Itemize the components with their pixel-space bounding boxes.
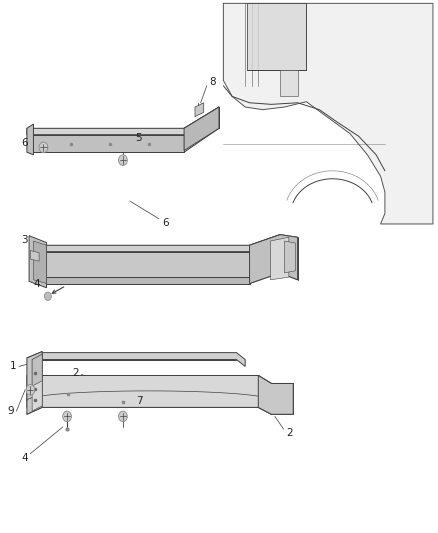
Circle shape: [63, 411, 71, 422]
Circle shape: [119, 155, 127, 165]
Polygon shape: [27, 107, 219, 135]
Text: 1: 1: [10, 361, 16, 372]
Circle shape: [119, 411, 127, 422]
Circle shape: [39, 142, 48, 153]
Polygon shape: [44, 252, 250, 277]
Text: 5: 5: [135, 133, 141, 143]
Circle shape: [44, 292, 51, 301]
Polygon shape: [223, 3, 433, 224]
Polygon shape: [33, 241, 46, 284]
Polygon shape: [27, 135, 184, 152]
Polygon shape: [44, 277, 250, 284]
Polygon shape: [280, 70, 297, 96]
Text: 2: 2: [286, 429, 293, 439]
Polygon shape: [29, 236, 46, 288]
Text: 2: 2: [72, 368, 79, 378]
Text: 3: 3: [21, 235, 28, 245]
Polygon shape: [32, 354, 42, 386]
Text: 8: 8: [209, 77, 216, 87]
Polygon shape: [285, 241, 295, 273]
Polygon shape: [195, 103, 204, 117]
Polygon shape: [184, 107, 219, 151]
Text: 4: 4: [33, 279, 40, 289]
Polygon shape: [42, 353, 245, 367]
Text: 4: 4: [21, 453, 28, 463]
Polygon shape: [27, 352, 42, 414]
Text: 7: 7: [136, 396, 143, 406]
Polygon shape: [32, 354, 42, 411]
Polygon shape: [27, 124, 33, 155]
Text: 9: 9: [7, 406, 14, 416]
Text: 6: 6: [162, 218, 169, 228]
Text: 6: 6: [21, 138, 28, 148]
Polygon shape: [271, 237, 289, 280]
Polygon shape: [247, 3, 306, 70]
Circle shape: [26, 384, 35, 395]
Polygon shape: [258, 375, 293, 414]
Polygon shape: [44, 235, 280, 252]
Polygon shape: [30, 251, 39, 261]
Polygon shape: [27, 375, 272, 414]
Polygon shape: [250, 235, 297, 284]
